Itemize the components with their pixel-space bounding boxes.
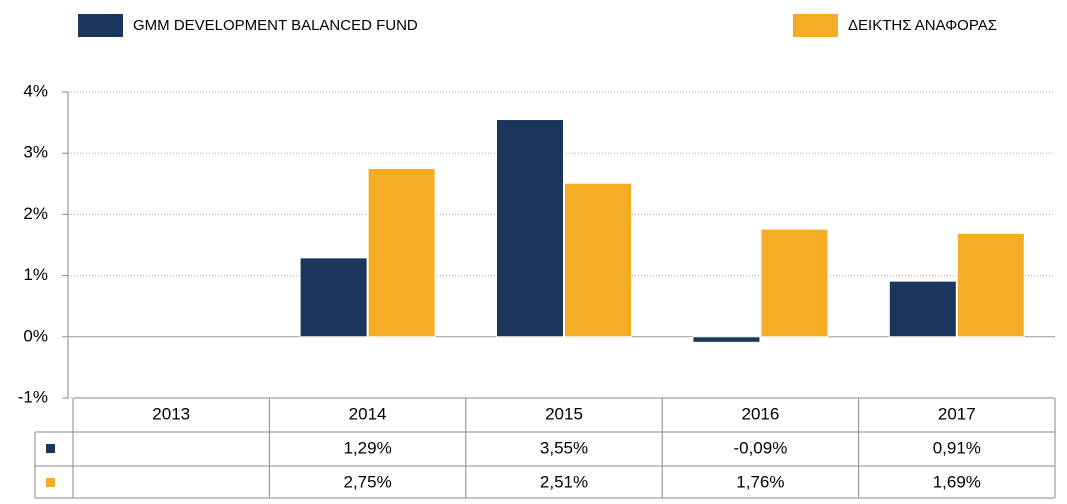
legend-swatch bbox=[78, 14, 123, 37]
bar bbox=[564, 182, 632, 338]
table-value: 2,75% bbox=[343, 472, 391, 491]
bar bbox=[692, 336, 761, 343]
table-legend-swatch bbox=[46, 444, 55, 453]
legend-label: ΔΕΙΚΤΗΣ ΑΝΑΦΟΡΑΣ bbox=[848, 17, 997, 34]
table-value: -0,09% bbox=[733, 438, 787, 457]
bar bbox=[299, 257, 368, 338]
table-value: 2,51% bbox=[540, 472, 588, 491]
legend-swatch bbox=[793, 14, 838, 37]
table-value: 3,55% bbox=[540, 438, 588, 457]
y-tick-label: 4% bbox=[23, 81, 48, 100]
bar bbox=[496, 119, 564, 338]
bar bbox=[760, 228, 829, 338]
table-value: 1,69% bbox=[933, 472, 981, 491]
y-tick-label: 0% bbox=[23, 326, 48, 345]
x-tick-label: 2014 bbox=[349, 404, 387, 423]
bar bbox=[888, 280, 957, 338]
table-value: 1,76% bbox=[736, 472, 784, 491]
y-tick-label: 1% bbox=[23, 265, 48, 284]
x-tick-label: 2015 bbox=[545, 404, 583, 423]
x-tick-label: 2013 bbox=[152, 404, 190, 423]
y-tick-label: -1% bbox=[18, 387, 48, 406]
x-tick-label: 2016 bbox=[741, 404, 779, 423]
legend-label: GMM DEVELOPMENT BALANCED FUND bbox=[133, 17, 418, 34]
table-legend-swatch bbox=[46, 478, 55, 487]
y-tick-label: 2% bbox=[23, 204, 48, 223]
y-tick-label: 3% bbox=[23, 143, 48, 162]
bar bbox=[367, 168, 436, 338]
table-value: 1,29% bbox=[343, 438, 391, 457]
bar bbox=[956, 232, 1025, 338]
table-value: 0,91% bbox=[933, 438, 981, 457]
x-tick-label: 2017 bbox=[938, 404, 976, 423]
